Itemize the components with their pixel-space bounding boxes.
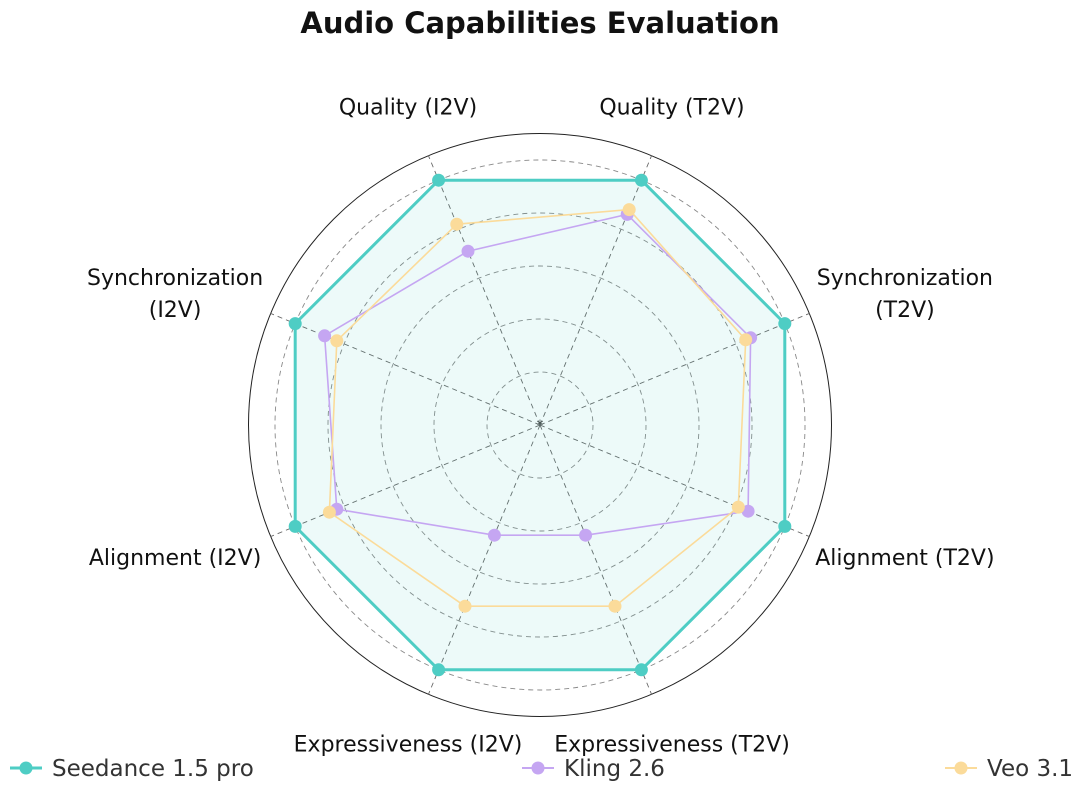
data-point-kling-2-6-3 (741, 504, 755, 518)
axis-label-5: Expressiveness (I2V) (294, 733, 523, 758)
data-point-kling-2-6-7 (318, 329, 332, 343)
data-point-veo-3-1-3 (731, 500, 745, 514)
data-point-seedance-1-5-pro-4 (634, 663, 648, 677)
grid-ring-5 (274, 159, 806, 691)
data-point-seedance-1-5-pro-7 (288, 317, 302, 331)
data-point-veo-3-1-1 (622, 203, 636, 217)
spoke-7 (270, 313, 541, 426)
data-point-veo-3-1-2 (739, 333, 753, 347)
legend-marker-kling-2-6 (531, 761, 545, 775)
data-point-kling-2-6-4 (579, 528, 593, 542)
center-marker: * (537, 418, 544, 434)
grid-ring-2 (433, 318, 647, 532)
data-point-seedance-1-5-pro-8 (432, 173, 446, 187)
legend-label-seedance-1-5-pro: Seedance 1.5 pro (52, 756, 254, 782)
data-point-seedance-1-5-pro-2 (778, 317, 792, 331)
spoke-1 (539, 155, 652, 426)
series-line-seedance-1-5-pro (293, 178, 787, 672)
axis-labels: Quality (T2V) Synchronization (T2V) Alignme… (87, 95, 995, 757)
radar-series (288, 173, 792, 677)
legend-marker-veo-3-1 (954, 761, 968, 775)
spoke-2 (539, 313, 810, 426)
grid-ring-4 (327, 212, 753, 638)
data-point-seedance-1-5-pro-1 (634, 173, 648, 187)
data-point-veo-3-1-7 (330, 334, 344, 348)
data-point-veo-3-1-5 (458, 599, 472, 613)
axis-label-6: Alignment (I2V) (89, 546, 261, 571)
axis-label-2-line-1: Synchronization (817, 266, 993, 291)
spoke-4 (539, 424, 652, 695)
axis-label-1: Quality (T2V) (599, 95, 744, 120)
legend: Seedance 1.5 pro Kling 2.6 Veo 3.1 (10, 756, 1073, 782)
legend-marker-seedance-1-5-pro (19, 761, 33, 775)
grid-ring-3 (380, 265, 700, 585)
data-point-veo-3-1-4 (608, 599, 622, 613)
outer-circle (248, 133, 832, 717)
data-point-kling-2-6-8 (461, 244, 475, 258)
axis-label-3: Alignment (T2V) (815, 546, 994, 571)
axis-label-2-line-2: (T2V) (875, 298, 935, 323)
chart-title: Audio Capabilities Evaluation (300, 6, 779, 40)
data-point-kling-2-6-5 (487, 528, 501, 542)
axis-label-4: Expressiveness (T2V) (554, 733, 790, 758)
data-point-seedance-1-5-pro-5 (432, 663, 446, 677)
axis-label-7-line-2: (I2V) (149, 298, 202, 323)
spoke-8 (428, 155, 541, 426)
legend-label-veo-3-1: Veo 3.1 (987, 756, 1073, 782)
data-point-veo-3-1-8 (450, 217, 464, 231)
axis-label-7-line-1: Synchronization (87, 266, 263, 291)
spoke-6 (270, 424, 541, 537)
data-point-veo-3-1-6 (322, 505, 336, 519)
data-point-seedance-1-5-pro-3 (778, 519, 792, 533)
radar-grid: * (248, 133, 832, 717)
spoke-3 (539, 424, 810, 537)
spoke-5 (428, 424, 541, 695)
data-point-seedance-1-5-pro-6 (288, 519, 302, 533)
legend-label-kling-2-6: Kling 2.6 (564, 756, 665, 782)
grid-ring-1 (486, 371, 594, 479)
axis-label-8: Quality (I2V) (339, 95, 477, 120)
